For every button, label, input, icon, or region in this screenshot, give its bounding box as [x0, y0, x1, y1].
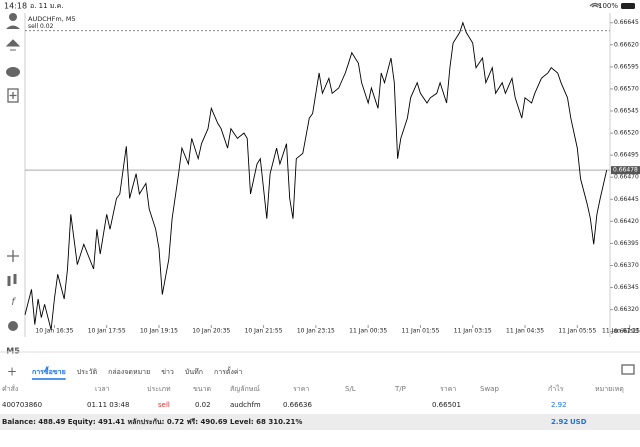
x-tick-label: 11 Jan 00:35 — [349, 328, 387, 335]
order-line-label: sell 0.02 — [28, 23, 54, 30]
x-tick-label: 10 Jan 16:35 — [35, 328, 73, 335]
tab[interactable]: การซื้อขาย — [32, 365, 66, 376]
table-row-bg — [0, 398, 640, 414]
chart-title: AUDCHFm, M5 — [28, 15, 76, 23]
column-header: เวลา — [95, 385, 110, 393]
total-profit: 2.92 — [551, 418, 568, 426]
table-cell[interactable]: 01.11 03:48 — [87, 401, 129, 409]
summary-bg — [0, 414, 640, 430]
y-tick-label: 0.66320 — [614, 306, 639, 313]
left-toolbar: f M5 — [5, 13, 21, 356]
chat-icon[interactable] — [6, 67, 20, 77]
column-header: T/P — [394, 385, 406, 393]
status-date: อ. 11 ม.ค. — [30, 2, 64, 10]
trade-icon[interactable] — [5, 39, 21, 51]
x-tick-label: 11 Jan 03:15 — [454, 328, 492, 335]
table-cell[interactable]: 400703860 — [2, 401, 42, 409]
column-header: กำไร — [548, 384, 564, 393]
wifi-icon — [589, 2, 601, 8]
y-tick-label: 0.66370 — [614, 262, 639, 269]
x-tick-label: 10 Jan 17:55 — [88, 328, 126, 335]
x-tick-label: 11 Jan 05:55 — [558, 328, 596, 335]
account-icon-body — [6, 25, 20, 29]
table-cell[interactable]: 0.66501 — [432, 401, 461, 409]
y-tick-label: 0.66395 — [614, 240, 639, 247]
table-cell[interactable]: 0.66636 — [283, 401, 312, 409]
x-tick-label: 10 Jan 19:15 — [140, 328, 178, 335]
column-header: Swap — [480, 385, 499, 393]
column-header: สัญลักษณ์ — [230, 385, 260, 393]
x-tick-label: 10 Jan 20:35 — [192, 328, 230, 335]
table-cell[interactable]: 0.02 — [195, 401, 211, 409]
tab[interactable]: ข่าว — [161, 368, 174, 376]
tab[interactable]: บันทึก — [185, 367, 203, 376]
column-header: ประเภท — [147, 385, 171, 393]
column-header: ราคา — [440, 385, 456, 393]
y-tick-label: 0.66545 — [614, 107, 639, 114]
tab[interactable]: กล่องจดหมาย — [108, 368, 150, 376]
column-header: ขนาด — [193, 385, 211, 393]
chart-type-icon[interactable] — [7, 274, 17, 286]
y-tick-label: 0.66295 — [614, 328, 639, 335]
table-cell[interactable]: audchfm — [230, 401, 261, 409]
bottom-panel: + — [0, 351, 640, 430]
account-icon[interactable] — [9, 13, 17, 21]
account-summary: Balance: 488.49 Equity: 491.41 หลักประกั… — [2, 418, 302, 426]
column-header: หมายเหตุ — [595, 385, 624, 393]
column-header: ราคา — [293, 385, 309, 393]
y-tick-label: 0.66570 — [614, 85, 639, 92]
table-cell[interactable]: sell — [158, 401, 170, 409]
new-order-icon[interactable] — [7, 88, 19, 103]
current-price-box — [611, 166, 640, 175]
y-tick-label: 0.66645 — [614, 19, 639, 26]
table-cell[interactable]: 2.92 — [551, 401, 567, 409]
add-button[interactable]: + — [7, 365, 17, 379]
current-price-label: 0.66478 — [613, 167, 638, 174]
y-tick-label: 0.66345 — [614, 284, 639, 291]
tab[interactable]: ประวัติ — [77, 368, 98, 376]
column-header: คำสั่ง — [2, 384, 18, 393]
currency: USD — [570, 418, 587, 426]
battery-icon — [621, 3, 635, 9]
y-tick-label: 0.66420 — [614, 218, 639, 225]
column-header: S/L — [345, 385, 356, 393]
y-tick-label: 0.66520 — [614, 130, 639, 137]
y-tick-label: 0.66470 — [614, 174, 639, 181]
crosshair-icon[interactable] — [7, 250, 19, 262]
x-tick-label: 10 Jan 21:55 — [245, 328, 283, 335]
battery-level: 100% — [598, 2, 618, 10]
status-time: 14:18 — [4, 2, 27, 11]
x-tick-label: 10 Jan 23:15 — [297, 328, 335, 335]
x-tick-label: 11 Jan 01:55 — [401, 328, 439, 335]
panel-toggle-icon[interactable] — [621, 364, 635, 375]
timeframe-button[interactable]: M5 — [6, 347, 20, 356]
indicator-icon[interactable]: f — [11, 297, 16, 308]
y-tick-label: 0.66495 — [614, 152, 639, 159]
y-tick-label: 0.66445 — [614, 196, 639, 203]
x-tick-label: 11 Jan 07:15 — [602, 328, 640, 335]
price-line — [24, 21, 608, 331]
y-tick-label: 0.66595 — [614, 63, 639, 70]
tab[interactable]: การตั้งค่า — [214, 365, 243, 376]
x-tick-label: 11 Jan 04:35 — [506, 328, 544, 335]
objects-icon[interactable] — [8, 321, 18, 331]
new-order-plus — [9, 92, 17, 99]
y-tick-label: 0.66620 — [614, 41, 639, 48]
